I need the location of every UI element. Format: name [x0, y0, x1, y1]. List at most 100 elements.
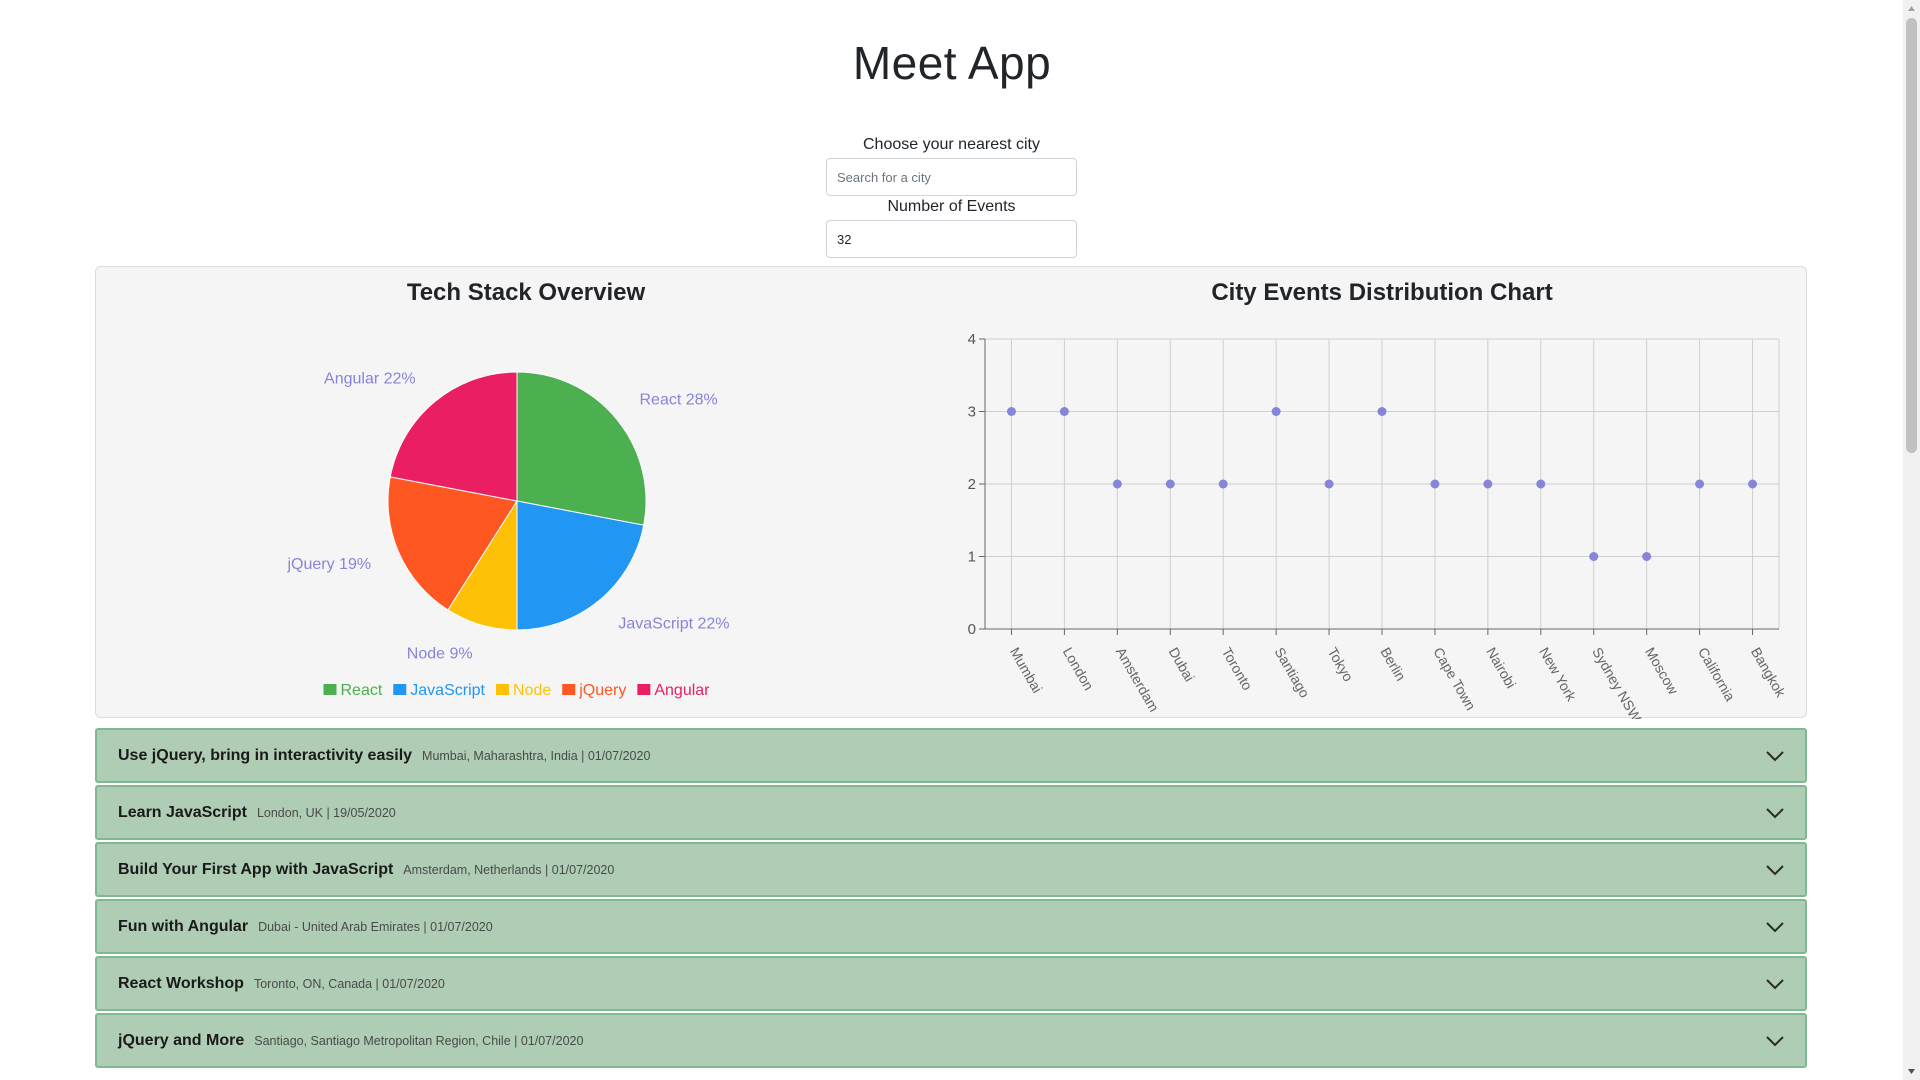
- x-tick-label: New York: [1536, 645, 1580, 705]
- scatter-point-nairobi: [1483, 479, 1493, 489]
- scatter-grid: [979, 338, 1780, 635]
- charts-panel: Tech Stack Overview City Events Distribu…: [95, 266, 1807, 720]
- pie-chart: React 28% JavaScript 22% Node 9% jQuery 19%…: [286, 370, 729, 699]
- event-location-date: Mumbai, Maharashtra, India | 01/07/2020: [422, 748, 651, 763]
- event-item[interactable]: Build Your First App with JavaScript Amst…: [95, 842, 1807, 897]
- legend-swatch: [393, 684, 407, 695]
- scrollbar[interactable]: [1903, 0, 1920, 1080]
- event-title: React Workshop: [118, 974, 244, 992]
- event-item[interactable]: jQuery and More Santiago, Santiago Metrop…: [95, 1013, 1807, 1068]
- x-tick-label: Nairobi: [1483, 645, 1519, 691]
- legend-swatch: [323, 684, 337, 695]
- scatter-point-mumbai: [1006, 407, 1016, 416]
- legend-label: React: [340, 682, 382, 699]
- legend-label: Angular: [654, 682, 710, 699]
- scatter-point-dubai: [1165, 479, 1175, 489]
- event-list: Use jQuery, bring in interactivity easil…: [95, 728, 1807, 1070]
- legend-swatch: [495, 684, 509, 695]
- event-title: Build Your First App with JavaScript: [118, 860, 394, 878]
- pie-label-jquery: jQuery 19%: [286, 556, 371, 573]
- x-tick-label: Tokyo: [1324, 645, 1356, 685]
- legend-item-react: React: [323, 682, 383, 699]
- y-tick-label: 2: [968, 476, 976, 493]
- pie-chart-title: Tech Stack Overview: [406, 279, 646, 306]
- pie-slice-jquery: [387, 476, 518, 611]
- x-tick-label: Amsterdam: [1113, 645, 1163, 715]
- scatter-point-moscow: [1642, 552, 1652, 561]
- legend-label: jQuery: [578, 682, 626, 699]
- chevron-down-icon[interactable]: [1765, 1032, 1785, 1050]
- chevron-down-icon[interactable]: [1765, 861, 1785, 879]
- scatter-point-berlin: [1377, 407, 1387, 416]
- x-tick-label: Sydney NSW: [1589, 645, 1645, 720]
- event-item[interactable]: Learn JavaScript London, UK | 19/05/2020: [95, 785, 1807, 840]
- chevron-down-icon[interactable]: [1765, 804, 1785, 822]
- pie-label-angular: Angular 22%: [324, 370, 416, 387]
- legend-swatch: [562, 684, 576, 695]
- scroll-down-arrow-icon[interactable]: [1907, 1067, 1916, 1076]
- pie-slice-javascript: [516, 500, 645, 631]
- scatter-point-tokyo: [1324, 479, 1334, 489]
- y-tick-label: 0: [968, 621, 976, 638]
- event-title: Fun with Angular: [118, 917, 249, 935]
- event-location-date: Dubai - United Arab Emirates | 01/07/202…: [258, 919, 493, 934]
- event-item[interactable]: Fun with Angular Dubai - United Arab Emir…: [95, 899, 1807, 954]
- x-tick-label: Cape Town: [1430, 645, 1479, 713]
- x-tick-label: Berlin: [1377, 645, 1409, 684]
- x-tick-label: Bangkok: [1748, 645, 1790, 701]
- scatter-point-toronto: [1218, 479, 1228, 489]
- page-title: Meet App: [852, 37, 1052, 89]
- pie-label-javascript: JavaScript 22%: [618, 616, 729, 633]
- scroll-up-arrow-icon[interactable]: [1907, 4, 1916, 13]
- pie-label-react: React 28%: [640, 392, 718, 409]
- event-item[interactable]: Use jQuery, bring in interactivity easil…: [95, 728, 1807, 783]
- legend-item-node: Node: [495, 682, 551, 699]
- city-search-label: Choose your nearest city: [863, 136, 1040, 153]
- event-location-date: London, UK | 19/05/2020: [256, 805, 396, 820]
- number-of-events-input[interactable]: [826, 220, 1077, 258]
- x-tick-label: Mumbai: [1007, 645, 1046, 696]
- pie-label-node: Node 9%: [407, 646, 473, 663]
- scatter-point-new-york: [1536, 479, 1546, 489]
- pie-slice-angular: [389, 371, 518, 502]
- event-title: Use jQuery, bring in interactivity easil…: [118, 746, 413, 764]
- scatter-point-santiago: [1271, 407, 1281, 416]
- legend-label: JavaScript: [410, 682, 485, 699]
- number-of-events-label: Number of Events: [887, 198, 1016, 215]
- x-tick-label: Dubai: [1166, 645, 1198, 685]
- scatter-point-california: [1695, 479, 1705, 489]
- event-location-date: Toronto, ON, Canada | 01/07/2020: [253, 976, 445, 991]
- legend-item-jquery: jQuery: [562, 682, 626, 699]
- x-tick-label: Moscow: [1642, 645, 1682, 698]
- legend-item-angular: Angular: [637, 682, 710, 699]
- y-tick-label: 4: [968, 331, 976, 348]
- chevron-down-icon[interactable]: [1765, 975, 1785, 993]
- scatter-point-amsterdam: [1112, 479, 1122, 489]
- scatter-point-sydney-nsw: [1589, 552, 1599, 561]
- x-tick-label: Toronto: [1219, 645, 1256, 694]
- event-location-date: Santiago, Santiago Metropolitan Region, …: [254, 1033, 584, 1048]
- x-tick-label: Santiago: [1272, 645, 1314, 701]
- chevron-down-icon[interactable]: [1765, 747, 1785, 765]
- legend-label: Node: [513, 682, 551, 699]
- x-tick-label: California: [1695, 645, 1739, 704]
- legend-swatch: [637, 684, 651, 695]
- event-title: Learn JavaScript: [118, 803, 247, 821]
- scatter-point-cape-town: [1430, 479, 1440, 489]
- y-tick-label: 3: [968, 404, 976, 421]
- scatter-chart-title: City Events Distribution Chart: [1211, 279, 1553, 306]
- x-tick-label: London: [1060, 645, 1097, 693]
- scatter-chart: 0 1 2 3 4 Mumbai London Amsterdam Dubai Toronto Sa…: [968, 331, 1790, 720]
- scatter-point-london: [1059, 407, 1069, 416]
- y-tick-label: 1: [968, 549, 976, 566]
- scrollbar-thumb[interactable]: [1906, 18, 1917, 453]
- event-title: jQuery and More: [118, 1031, 245, 1049]
- chevron-down-icon[interactable]: [1765, 918, 1785, 936]
- scatter-point-bangkok: [1748, 479, 1758, 489]
- pie-legend: React JavaScript Node jQuery Angular: [323, 682, 710, 699]
- pie-slice-react: [516, 371, 647, 526]
- city-search-input[interactable]: [826, 158, 1077, 196]
- event-item[interactable]: React Workshop Toronto, ON, Canada | 01/0…: [95, 956, 1807, 1011]
- legend-item-javascript: JavaScript: [393, 682, 486, 699]
